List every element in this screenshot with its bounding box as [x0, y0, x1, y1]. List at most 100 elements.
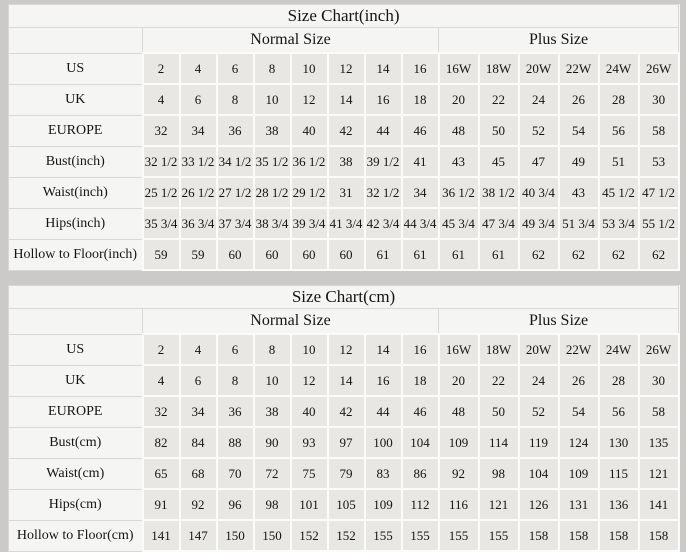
size-cell: 130: [597, 426, 640, 459]
size-cell: 44 3/4: [400, 207, 440, 240]
size-cell: 32 1/2: [141, 145, 181, 178]
size-cell: 4: [178, 333, 218, 366]
size-cell: 26W: [637, 52, 680, 85]
table-title-row: Size Chart(inch): [7, 4, 680, 28]
size-cell: 51: [597, 145, 640, 178]
size-cell: 44: [363, 114, 403, 147]
size-cell: 10: [289, 52, 329, 85]
size-cell: 41 3/4: [326, 207, 366, 240]
size-cell: 79: [326, 457, 366, 490]
size-cell: 70: [215, 457, 255, 490]
size-cell: 24: [517, 83, 560, 116]
size-cell: 36: [215, 114, 255, 147]
size-cell: 158: [637, 519, 680, 552]
size-cell: 115: [597, 457, 640, 490]
size-cell: 32 1/2: [363, 176, 403, 209]
size-cell: 20W: [517, 333, 560, 366]
size-cell: 58: [637, 114, 680, 147]
size-cell: 158: [597, 519, 640, 552]
size-cell: 91: [141, 488, 181, 521]
size-cell: 24W: [597, 333, 640, 366]
size-cell: 38: [252, 114, 292, 147]
size-cell: 50: [477, 114, 520, 147]
size-cell: 48: [437, 395, 480, 428]
size-cell: 101: [289, 488, 329, 521]
size-cell: 20: [437, 83, 480, 116]
size-cell: 12: [326, 52, 366, 85]
size-cell: 16: [363, 83, 403, 116]
size-cell: 18W: [477, 333, 520, 366]
size-cell: 34 1/2: [215, 145, 255, 178]
size-cell: 10: [252, 83, 292, 116]
size-cell: 18W: [477, 52, 520, 85]
size-cell: 37 3/4: [215, 207, 255, 240]
size-cell: 109: [437, 426, 480, 459]
size-cell: 46: [400, 395, 440, 428]
size-cell: 2: [141, 52, 181, 85]
size-cell: 136: [597, 488, 640, 521]
size-cell: 54: [557, 395, 600, 428]
size-cell: 30: [637, 83, 680, 116]
size-cell: 52: [517, 114, 560, 147]
size-cell: 58: [637, 395, 680, 428]
size-cell: 16W: [437, 333, 480, 366]
size-cell: 14: [326, 364, 366, 397]
size-cell: 97: [326, 426, 366, 459]
size-cell: 20: [437, 364, 480, 397]
size-cell: 34: [178, 114, 218, 147]
size-cell: 131: [557, 488, 600, 521]
size-cell: 53 3/4: [597, 207, 640, 240]
size-cell: 84: [178, 426, 218, 459]
size-cell: 40 3/4: [517, 176, 560, 209]
size-cell: 155: [477, 519, 520, 552]
size-cell: 38: [326, 145, 366, 178]
size-cell: 6: [215, 333, 255, 366]
plus-size-header: Plus Size: [437, 27, 680, 54]
size-cell: 27 1/2: [215, 176, 255, 209]
size-cell: 83: [363, 457, 403, 490]
size-cell: 86: [400, 457, 440, 490]
size-cell: 150: [215, 519, 255, 552]
corner-cell: [8, 308, 143, 335]
size-cell: 4: [141, 364, 181, 397]
size-cell: 52: [517, 395, 560, 428]
size-cell: 152: [326, 519, 366, 552]
size-cell: 22W: [557, 52, 600, 85]
size-cell: 56: [597, 395, 640, 428]
size-cell: 32: [141, 395, 181, 428]
row-label: Waist(inch): [8, 176, 143, 209]
size-cell: 26 1/2: [178, 176, 218, 209]
size-cell: 46: [400, 114, 440, 147]
size-cell: 24: [517, 364, 560, 397]
size-cell: 104: [400, 426, 440, 459]
table-row: Hips(inch) 35 3/4 36 3/4 37 3/4 38 3/4 39 3/4…: [8, 207, 680, 240]
size-cell: 158: [557, 519, 600, 552]
size-cell: 39 3/4: [289, 207, 329, 240]
table-title: Size Chart(cm): [7, 285, 680, 309]
size-cell: 155: [363, 519, 403, 552]
size-cell: 109: [557, 457, 600, 490]
size-cell: 40: [289, 395, 329, 428]
size-cell: 59: [178, 238, 218, 271]
size-cell: 158: [517, 519, 560, 552]
size-cell: 96: [215, 488, 255, 521]
size-cell: 100: [363, 426, 403, 459]
group-header-row: Normal Size Plus Size: [8, 27, 680, 54]
size-cell: 14: [363, 333, 403, 366]
table-row: UK 4 6 8 10 12 14 16 18 20 22 24 26 28 30: [8, 364, 680, 397]
table-row: Hollow to Floor(cm) 141 147 150 150 152 152 155…: [8, 519, 680, 552]
size-cell: 98: [477, 457, 520, 490]
size-cell: 61: [363, 238, 403, 271]
table-row: EUROPE 32 34 36 38 40 42 44 46 48 50 52 54 56 58: [8, 114, 680, 147]
row-label: Hips(cm): [8, 488, 143, 521]
size-cell: 20W: [517, 52, 560, 85]
size-cell: 60: [215, 238, 255, 271]
size-cell: 121: [477, 488, 520, 521]
size-cell: 47 1/2: [637, 176, 680, 209]
corner-cell: [8, 27, 143, 54]
size-cell: 36 3/4: [178, 207, 218, 240]
table-row: US 2 4 6 8 10 12 14 16 16W 18W 20W 22W 24W 26W: [8, 52, 680, 85]
size-cell: 35 3/4: [141, 207, 181, 240]
size-cell: 38: [252, 395, 292, 428]
size-cell: 6: [215, 52, 255, 85]
